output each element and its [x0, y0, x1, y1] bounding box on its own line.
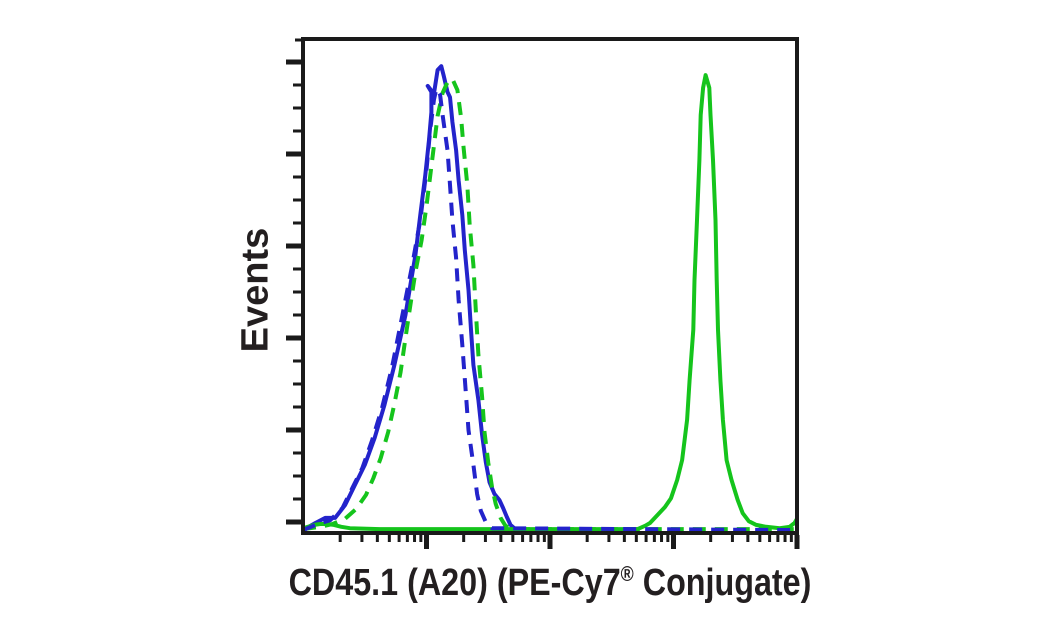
x-axis-label: CD45.1 (A20) (PE-Cy7® Conjugate) [289, 562, 812, 605]
plot-frame [301, 37, 799, 535]
histogram-curves [302, 64, 799, 533]
x-axis-label-text-2: Conjugate) [633, 562, 812, 604]
y-axis-label: Events [234, 227, 277, 353]
series-green-dashed [302, 76, 797, 532]
x-axis-label-text: CD45.1 (A20) (PE-Cy7 [288, 562, 621, 604]
axis-ticks [286, 38, 800, 549]
series-blue-dashed [302, 86, 798, 533]
registered-trademark-symbol: ® [620, 563, 634, 586]
series-blue-solid [302, 64, 517, 532]
series-green-solid [302, 73, 799, 532]
